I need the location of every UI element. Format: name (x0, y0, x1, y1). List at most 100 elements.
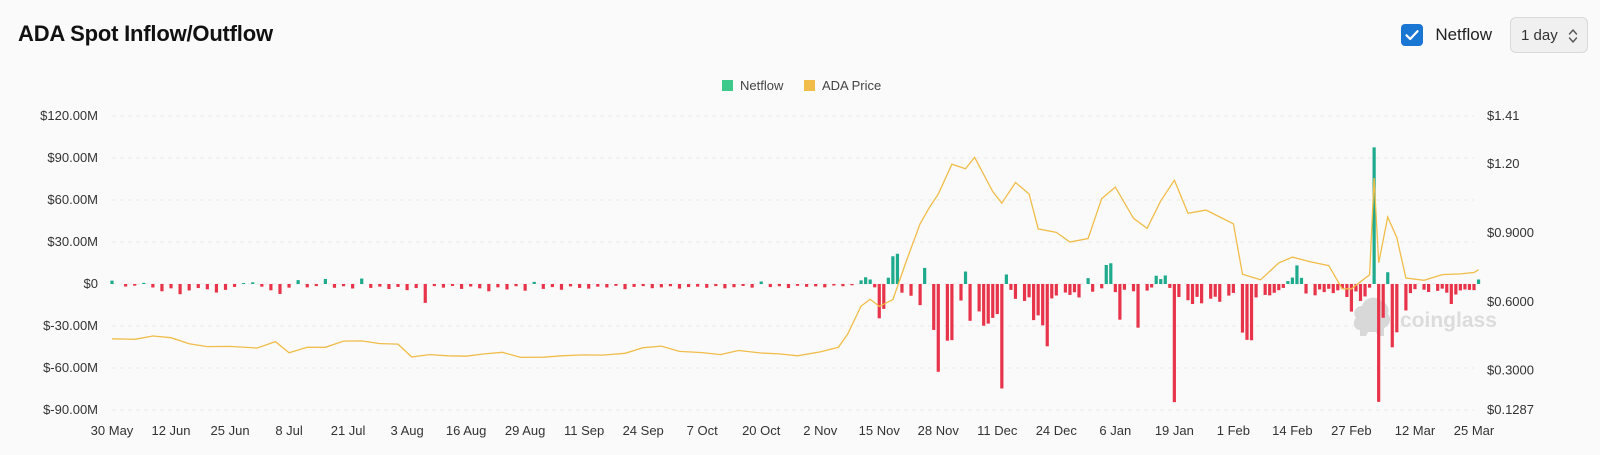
netflow-bar (1122, 284, 1127, 290)
netflow-bar (950, 284, 954, 341)
x-tick-label: 6 Jan (1099, 423, 1131, 438)
netflow-bar (714, 284, 718, 287)
netflow-bar (578, 284, 582, 288)
netflow-bar (1195, 284, 1199, 297)
x-tick-label: 29 Aug (505, 423, 546, 438)
netflow-bar (1458, 284, 1462, 291)
netflow-bar (1163, 275, 1167, 284)
x-tick-label: 30 May (91, 423, 134, 438)
y-left-tick-label: $30.00M (47, 234, 98, 249)
netflow-bar (1245, 284, 1249, 340)
netflow-bar (1354, 284, 1358, 292)
x-tick-label: 19 Jan (1155, 423, 1194, 438)
netflow-bar (1476, 279, 1481, 284)
netflow-bar (1227, 284, 1231, 296)
netflow-bar (677, 284, 682, 289)
netflow-bar (332, 284, 337, 288)
netflow-bar (741, 284, 745, 286)
netflow-bar (478, 284, 482, 289)
netflow-bar (1109, 263, 1113, 284)
netflow-bar (223, 284, 228, 290)
netflow-bar (523, 284, 527, 291)
netflow-bar (786, 284, 791, 289)
netflow-bar (1377, 284, 1381, 402)
netflow-bar (632, 284, 636, 287)
netflow-bar (414, 284, 418, 289)
x-tick-label: 8 Jul (275, 423, 303, 438)
netflow-bar (323, 278, 327, 284)
netflow-bar (151, 284, 155, 288)
netflow-bars (110, 147, 1481, 403)
interval-select[interactable]: 1 day (1510, 17, 1588, 53)
x-tick-label: 25 Jun (211, 423, 250, 438)
page-title: ADA Spot Inflow/Outflow (18, 21, 273, 46)
netflow-bar (963, 271, 968, 284)
netflow-bar (1154, 275, 1158, 284)
netflow-bar (886, 277, 890, 284)
netflow-bar (1091, 284, 1095, 292)
y-right-tick-label: $0.6000 (1487, 294, 1534, 309)
legend-item-netflow[interactable]: Netflow (722, 78, 784, 93)
netflow-bar (1150, 284, 1154, 288)
netflow-bar (1254, 284, 1258, 298)
netflow-bar (1136, 284, 1140, 328)
netflow-bar (1113, 284, 1117, 293)
netflow-bar (1045, 284, 1049, 347)
netflow-bar (1322, 284, 1326, 293)
netflow-bar (514, 284, 518, 287)
coinglass-watermark: coinglass (1353, 297, 1497, 336)
y-right-tick-label: $1.20 (1487, 156, 1520, 171)
netflow-bar (532, 281, 536, 284)
netflow-bar (1004, 274, 1008, 284)
x-tick-label: 21 Jul (331, 423, 366, 438)
netflow-bar (1295, 265, 1299, 284)
netflow-checkbox-label[interactable]: Netflow (1435, 25, 1492, 44)
netflow-bar (882, 284, 886, 309)
netflow-bar (1277, 284, 1281, 291)
netflow-bar (423, 284, 427, 303)
netflow-checkbox[interactable] (1401, 24, 1424, 46)
netflow-bar (923, 267, 927, 284)
netflow-bar (568, 284, 573, 287)
netflow-bar (1318, 284, 1322, 290)
netflow-bar (1436, 284, 1440, 291)
netflow-bar (1331, 284, 1335, 294)
x-tick-label: 24 Dec (1036, 423, 1078, 438)
netflow-bar (1408, 284, 1413, 294)
y-left-tick-label: $-30.00M (43, 318, 98, 333)
legend-item-ada-price[interactable]: ADA Price (804, 78, 881, 93)
netflow-bar (1077, 284, 1081, 298)
interval-select-value: 1 day (1521, 26, 1558, 44)
netflow-bar (1358, 284, 1363, 301)
chart-header: ADA Spot Inflow/Outflow Netflow 1 day (0, 0, 1600, 70)
netflow-bar (269, 284, 273, 291)
netflow-bar (133, 284, 137, 286)
netflow-bar (1209, 284, 1213, 299)
netflow-bar (1104, 264, 1108, 284)
netflow-bar (1467, 284, 1472, 290)
netflow-bar (1422, 284, 1426, 290)
netflow-bar (214, 284, 219, 293)
netflow-bar (959, 284, 963, 301)
netflow-bar (1009, 284, 1013, 290)
netflow-bar (945, 284, 949, 341)
netflow-bar (1036, 284, 1040, 316)
netflow-bar (864, 277, 868, 284)
netflow-bar (1386, 272, 1390, 284)
netflow-bar (932, 284, 936, 330)
netflow-bar (587, 284, 591, 289)
netflow-bar (1063, 284, 1067, 293)
netflow-bar (850, 284, 854, 286)
netflow-bar (909, 284, 913, 296)
y-axis-right: $1.41 $1.20 $0.9000 $0.6000 $0.3000 $0.1287 (1487, 108, 1534, 417)
legend-swatch-netflow (722, 80, 733, 91)
netflow-bar (732, 284, 736, 288)
netflow-bar (623, 284, 627, 290)
netflow-bar (1213, 284, 1217, 297)
netflow-bar (777, 284, 781, 287)
netflow-bar (1367, 284, 1372, 288)
netflow-bar (877, 284, 881, 319)
chart-legend: Netflow ADA Price (722, 78, 881, 93)
x-tick-label: 14 Feb (1272, 423, 1312, 438)
netflow-bar (287, 284, 291, 288)
